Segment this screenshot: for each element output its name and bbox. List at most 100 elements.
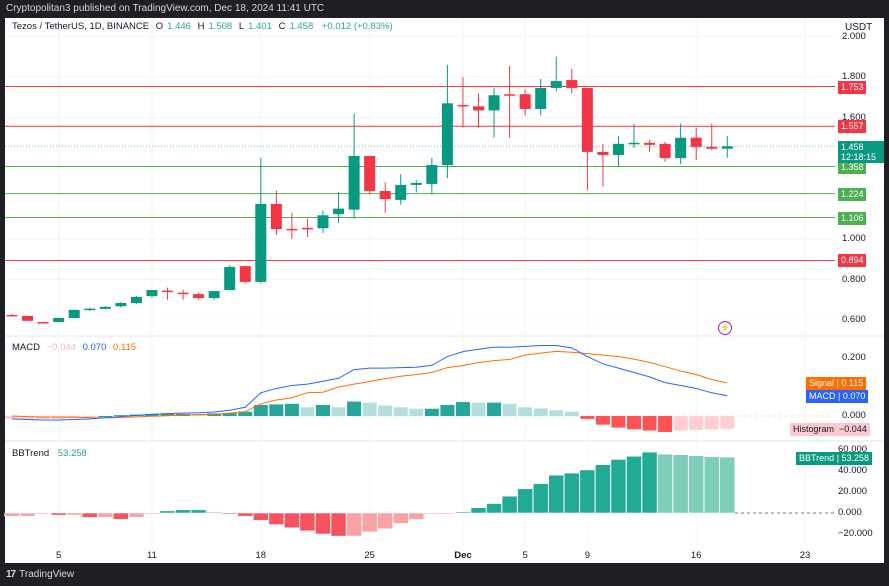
bbtrend-bar <box>626 456 642 514</box>
candle-body[interactable] <box>473 106 484 111</box>
macd-histogram-bar <box>471 402 486 416</box>
candle-body[interactable] <box>659 143 671 158</box>
macd-tag: MACD | 0.070 <box>806 390 869 403</box>
bbtrend-bar <box>66 512 82 516</box>
macd-histogram-bar <box>611 416 626 428</box>
macd-histogram-bar <box>284 403 299 416</box>
candle-body[interactable] <box>239 266 251 282</box>
candle-body[interactable] <box>395 184 407 200</box>
macd-histogram-bar <box>409 408 424 416</box>
level-tag: 0.894 <box>838 254 866 268</box>
candle-body[interactable] <box>177 292 189 295</box>
candle-body[interactable] <box>628 142 640 145</box>
candle-body[interactable] <box>348 155 360 210</box>
bbtrend-bar <box>393 512 409 524</box>
candle-body[interactable] <box>410 182 422 185</box>
candle-body[interactable] <box>706 146 718 149</box>
close-value: 1.458 <box>289 21 314 32</box>
macd-histogram-bar <box>518 407 533 416</box>
candle-body[interactable] <box>550 81 562 88</box>
bbtrend-axis-label: −20.000 <box>838 528 873 539</box>
candle-body[interactable] <box>22 315 34 321</box>
bbtrend-bar <box>97 512 114 518</box>
high-label: H <box>197 21 205 32</box>
bbtrend-bar <box>564 472 580 514</box>
candle-body[interactable] <box>146 290 158 297</box>
candle-body[interactable] <box>208 291 220 299</box>
x-axis-label: 25 <box>364 550 375 561</box>
candle-body[interactable] <box>270 203 282 230</box>
price-axis-label: 1.000 <box>842 233 866 244</box>
candle-body[interactable] <box>379 191 391 200</box>
candle-body[interactable] <box>162 290 173 293</box>
macd-line <box>11 345 728 421</box>
price-axis-label: 0.600 <box>842 314 866 325</box>
bbtrend-tag: BBTrend | 53.258 <box>796 452 873 465</box>
bbtrend-bar <box>595 464 611 514</box>
macd-legend: MACD −0.044 0.070 0.115 <box>12 342 140 353</box>
x-axis-label: 18 <box>255 550 267 561</box>
bbtrend-bar <box>641 451 658 514</box>
candle-body[interactable] <box>317 215 329 229</box>
macd-histogram-bar <box>378 405 393 416</box>
candle-body[interactable] <box>99 306 111 309</box>
candle-body[interactable] <box>441 103 453 166</box>
bbtrend-bar <box>424 512 440 515</box>
candle-body[interactable] <box>504 94 516 96</box>
signal-tag: Signal | 0.115 <box>806 377 867 390</box>
candle-body[interactable] <box>364 155 376 192</box>
macd-histogram-bar <box>627 416 641 430</box>
candle-body[interactable] <box>690 137 702 147</box>
bbtrend-bar <box>221 512 238 515</box>
candle-body[interactable] <box>581 87 593 152</box>
candle-body[interactable] <box>519 94 531 109</box>
candle-body[interactable] <box>675 137 687 158</box>
candle-body[interactable] <box>115 302 127 307</box>
price-axis-label: 1.600 <box>842 111 866 123</box>
macd-histogram-bar <box>253 404 268 416</box>
candle-body[interactable] <box>612 143 624 155</box>
candle-body[interactable] <box>286 228 298 231</box>
candle-body[interactable] <box>37 322 49 324</box>
macd-histogram-bar <box>689 416 704 430</box>
low-label: L <box>238 21 245 32</box>
bbtrend-bar <box>299 512 316 532</box>
candle-body[interactable] <box>457 104 469 107</box>
candle-body[interactable] <box>535 87 547 109</box>
bbtrend-axis-label: 40.000 <box>838 465 868 476</box>
bbtrend-bar <box>4 512 20 517</box>
candle-body[interactable] <box>255 203 267 282</box>
candle-body[interactable] <box>224 266 236 291</box>
macd-histogram-bar <box>20 416 35 419</box>
bbtrend-bar <box>548 474 564 514</box>
candle-body[interactable] <box>53 317 65 323</box>
macd-histogram-bar <box>720 416 735 429</box>
candle-body[interactable] <box>193 294 205 299</box>
bbtrend-axis-label: 60.000 <box>838 444 868 455</box>
candle-body[interactable] <box>721 146 733 149</box>
candle-body[interactable] <box>68 309 80 318</box>
candle-body[interactable] <box>597 151 609 155</box>
macd-histogram-bar <box>331 407 346 416</box>
candle-body[interactable] <box>333 208 345 215</box>
price-axis-label: 0.800 <box>842 273 866 285</box>
candle-body[interactable] <box>6 314 18 317</box>
low-value: 1.401 <box>248 21 272 32</box>
candle-body[interactable] <box>644 142 656 145</box>
level-tag: 1.557 <box>838 120 866 134</box>
tradingview-logo-icon: 17 <box>6 569 16 580</box>
bbtrend-bar <box>82 512 98 518</box>
lightning-icon[interactable]: ⚡ <box>718 321 732 335</box>
candle-body[interactable] <box>426 165 438 184</box>
macd-histogram-bar <box>658 416 673 432</box>
candle-body[interactable] <box>488 95 500 111</box>
candle-body[interactable] <box>566 80 578 88</box>
macd-hist-value: −0.044 <box>46 342 76 353</box>
bbtrend-bar <box>657 453 673 514</box>
candle-body[interactable] <box>84 308 96 311</box>
level-tag: 1.106 <box>838 211 866 225</box>
bbtrend-bar <box>704 456 720 514</box>
candle-body[interactable] <box>130 296 142 303</box>
candle-body[interactable] <box>301 227 313 230</box>
